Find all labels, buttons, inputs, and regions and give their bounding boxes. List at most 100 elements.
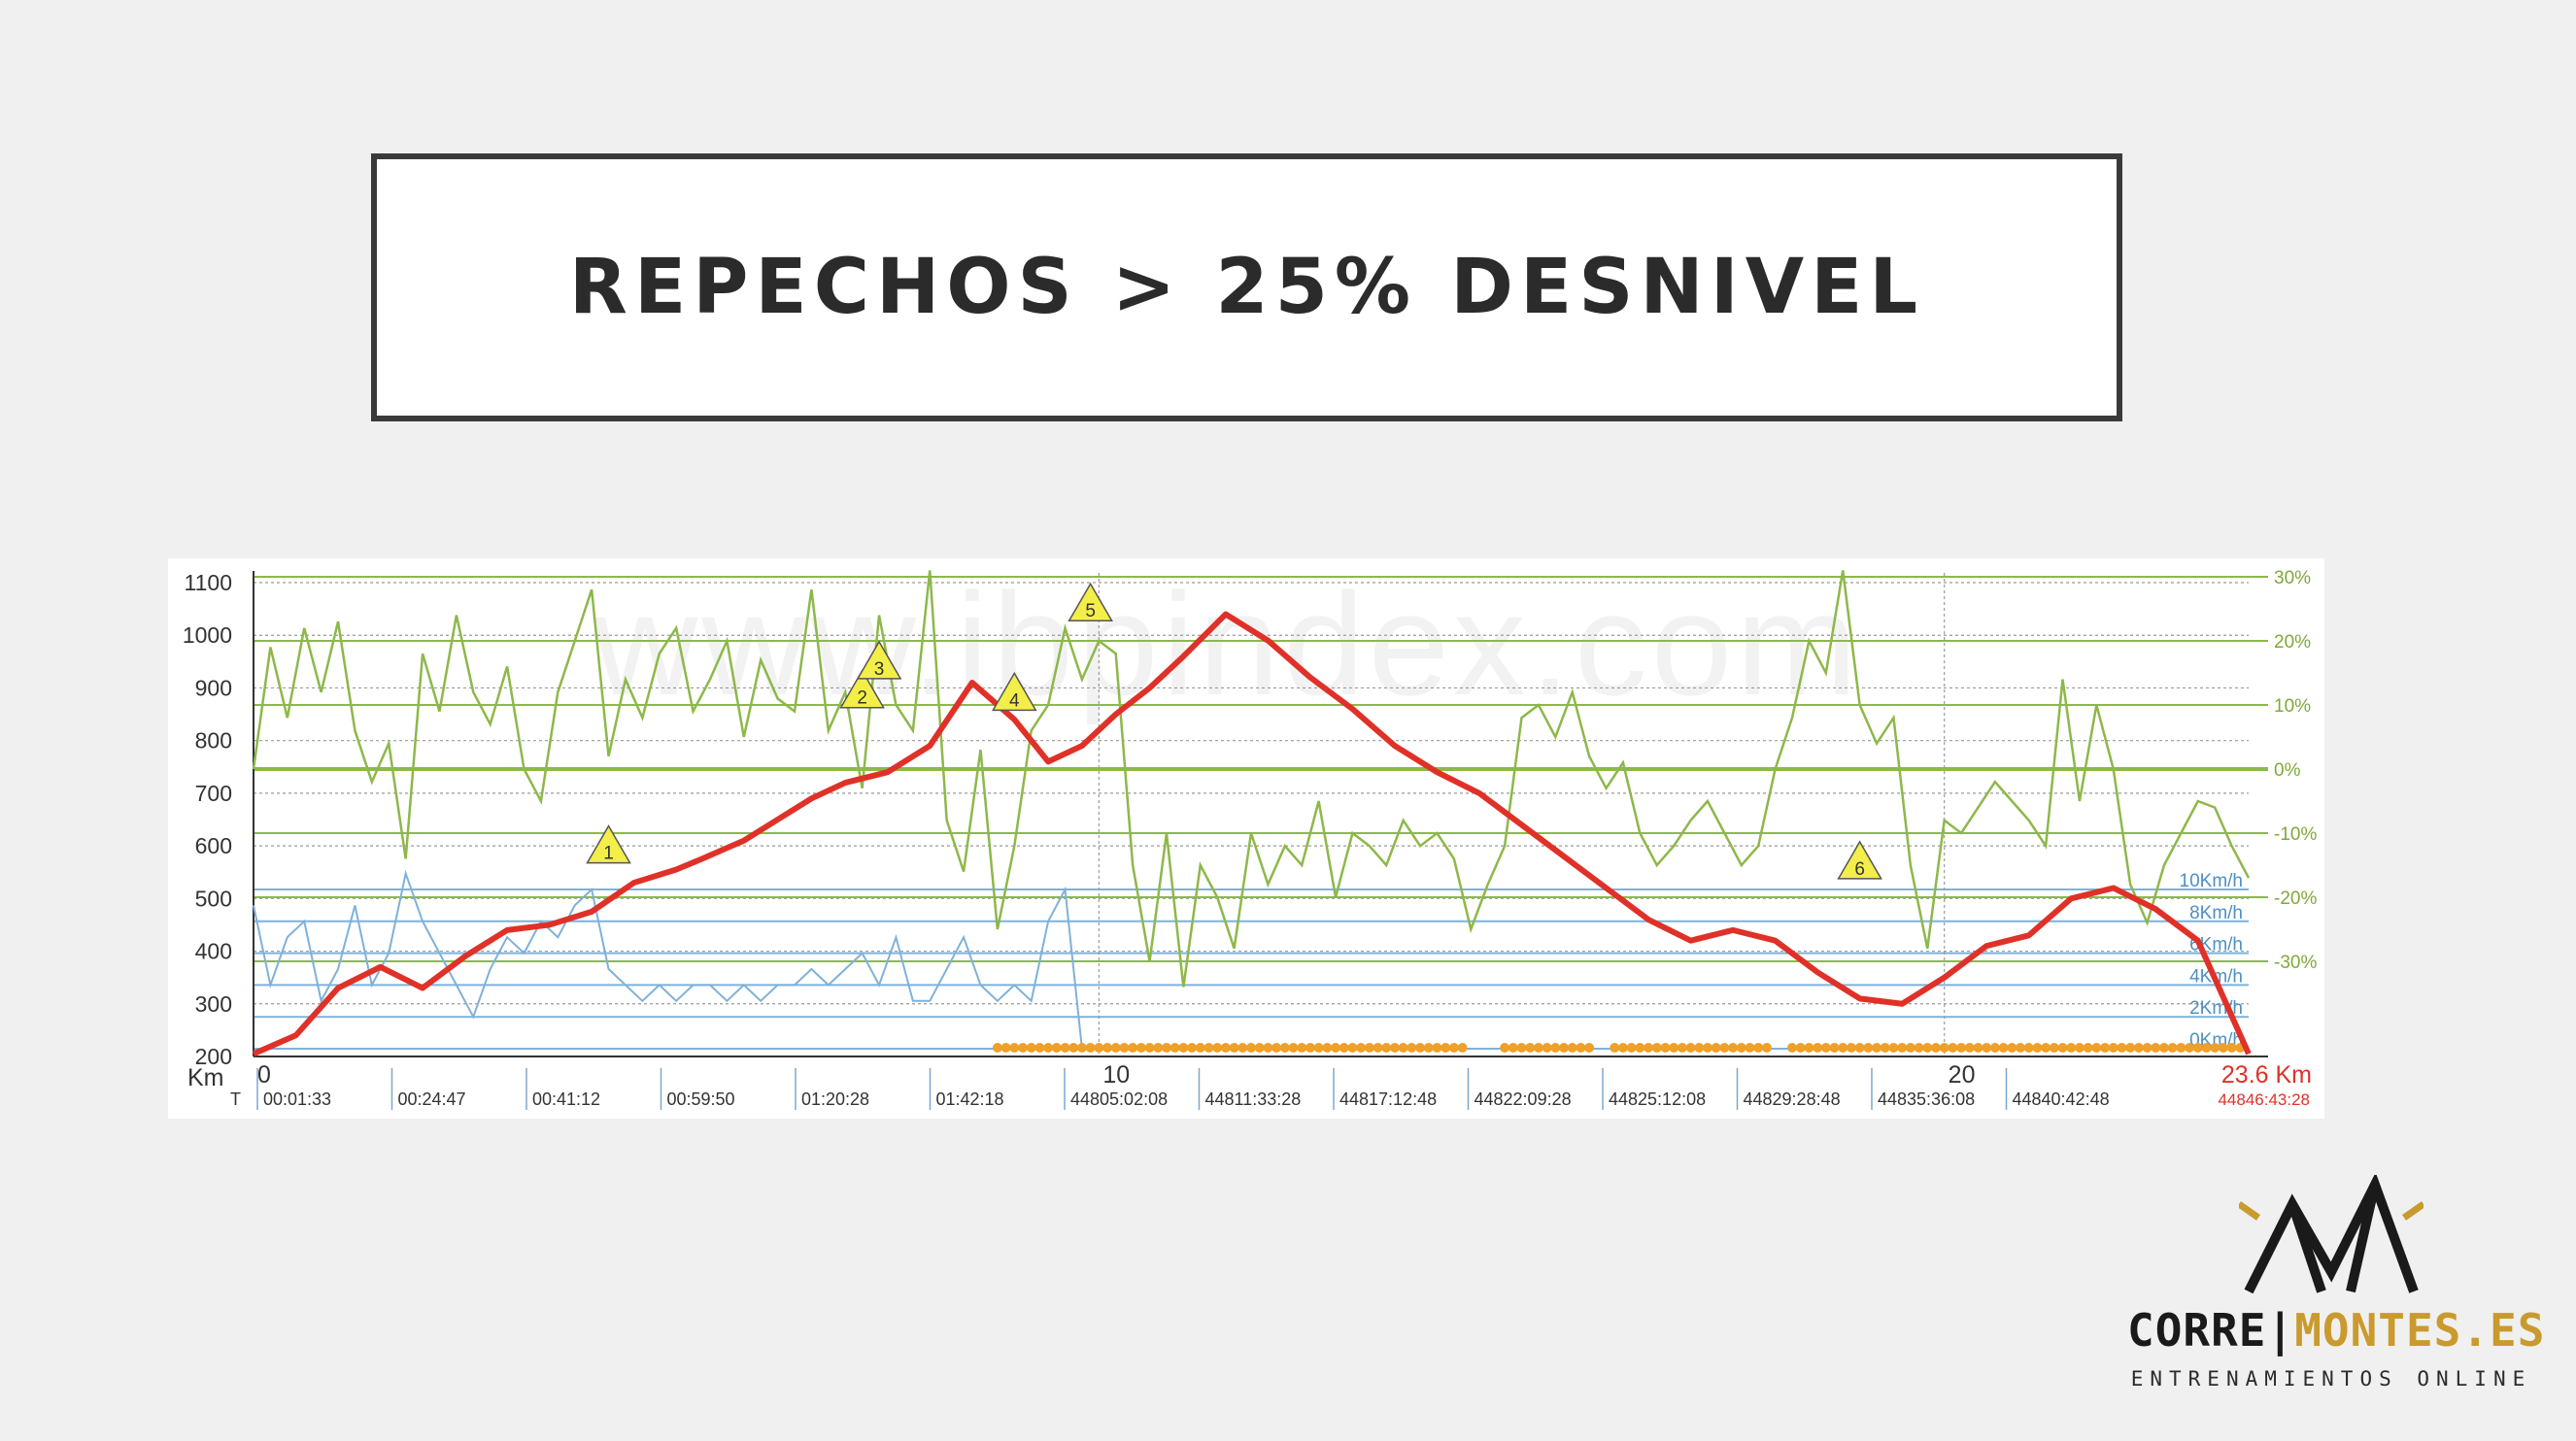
stop-dot [1635,1043,1645,1053]
stop-dot [1914,1043,1924,1053]
stop-dot [1559,1043,1570,1053]
slope-tick-label: -20% [2274,888,2317,909]
stop-dot [1617,1043,1628,1053]
stop-dot [1829,1043,1840,1053]
stop-dot [2226,1043,2237,1053]
stop-dot [1626,1043,1637,1053]
stop-dot [1787,1043,1798,1053]
stop-dot [1254,1043,1265,1053]
stop-dot [1897,1043,1908,1053]
stop-dot [1550,1043,1561,1053]
stop-dot [1000,1043,1011,1053]
stop-dot [1297,1043,1307,1053]
km-tick-label: 0 [257,1061,271,1089]
brand-name-part1: CORRE [2127,1304,2267,1357]
stop-dot [2049,1043,2059,1053]
time-tick-label: 44805:02:08 [1070,1089,1168,1109]
time-tick-label: 44829:28:48 [1744,1089,1841,1109]
elevation-tick-label: 1000 [183,622,232,648]
stop-dot [1347,1043,1358,1053]
x-axis-end-label: 23.6 Km [2221,1061,2312,1089]
slope-tick-label: 0% [2274,760,2301,781]
stop-dot [2167,1043,2178,1053]
climb-marker-label: 4 [1009,690,1020,711]
elevation-profile-chart: www.ibpindex.com 200 300 400 500 600 700 800 900… [168,558,2324,1119]
stop-dot [2023,1043,2034,1053]
climb-marker-label: 6 [1854,859,1865,880]
stop-dot [1576,1043,1586,1053]
stop-dot [1279,1043,1290,1053]
mountain-peaks-icon [2239,1175,2423,1294]
elevation-tick-label: 1100 [185,570,232,595]
time-tick-label: 00:01:33 [263,1089,331,1109]
stop-dot [1711,1043,1721,1053]
stop-dot [1508,1043,1518,1053]
stop-dot [2201,1043,2212,1053]
km-tick-label: 10 [1102,1061,1130,1089]
stop-dot [1863,1043,1874,1053]
stop-dot [1263,1043,1273,1053]
climb-marker-label: 5 [1085,601,1096,621]
time-tick-label: 44840:42:48 [2013,1089,2110,1109]
title-box: REPECHOS > 25% DESNIVEL [371,153,2122,421]
stop-dot [1736,1043,1746,1053]
elevation-tick-label: 600 [195,833,232,858]
stop-dot [1989,1043,2000,1053]
stop-dot [1043,1043,1054,1053]
stop-dot [1169,1043,1180,1053]
stop-dot [1187,1043,1198,1053]
stop-dot [1026,1043,1036,1053]
stop-dot [1964,1043,1975,1053]
stop-dot [1237,1043,1248,1053]
stop-dot [2066,1043,2077,1053]
time-axis-end-label: 44846:43:28 [2218,1090,2310,1109]
stop-dot [2057,1043,2068,1053]
stop-dot [2125,1043,2136,1053]
slope-tick-label: -30% [2274,953,2317,973]
stop-dot [1702,1043,1712,1053]
stop-dot [2074,1043,2085,1053]
stop-dot [2108,1043,2118,1053]
stop-dot [1872,1043,1882,1053]
stop-dot [1441,1043,1451,1053]
stop-dot [1423,1043,1434,1053]
stop-dot [1094,1043,1104,1053]
time-axis-label: T [230,1089,241,1109]
stop-dot [1220,1043,1231,1053]
brand-separator: | [2266,1304,2295,1357]
elevation-tick-label: 400 [195,939,232,964]
stop-dot [1432,1043,1442,1053]
chart-svg: www.ibpindex.com200300400500600700800900… [183,562,2317,1110]
stop-dot [1364,1043,1374,1053]
stop-dot [2176,1043,2186,1053]
stop-dot [2158,1043,2169,1053]
climb-marker-label: 2 [857,688,867,709]
stop-dot [2192,1043,2203,1053]
stop-dot [2100,1043,2111,1053]
stop-dot [1888,1043,1899,1053]
speed-series-line [253,869,1083,1050]
stop-dot [1448,1043,1459,1053]
stop-dot [1322,1043,1333,1053]
stop-dot [1161,1043,1171,1053]
stop-dot [1135,1043,1146,1053]
stop-dot [1288,1043,1299,1053]
stop-dot [1795,1043,1806,1053]
stop-dot [2007,1043,2017,1053]
time-tick-label: 44811:33:28 [1205,1089,1302,1109]
stop-dot [1076,1043,1087,1053]
stop-dot [1651,1043,1662,1053]
time-tick-label: 01:42:18 [936,1089,1004,1109]
stop-dot [1381,1043,1392,1053]
stop-dot [1838,1043,1848,1053]
stop-dot [1102,1043,1113,1053]
slope-tick-label: 30% [2274,568,2311,588]
brand-wordmark: CORRE|MONTES.ES [2127,1304,2544,1357]
stop-dot [1745,1043,1755,1053]
stop-dot [1356,1043,1367,1053]
stop-dot [1753,1043,1764,1053]
stop-dot [1305,1043,1315,1053]
climb-marker [1837,840,1882,880]
stop-dot [1313,1043,1324,1053]
stop-dot [1813,1043,1823,1053]
